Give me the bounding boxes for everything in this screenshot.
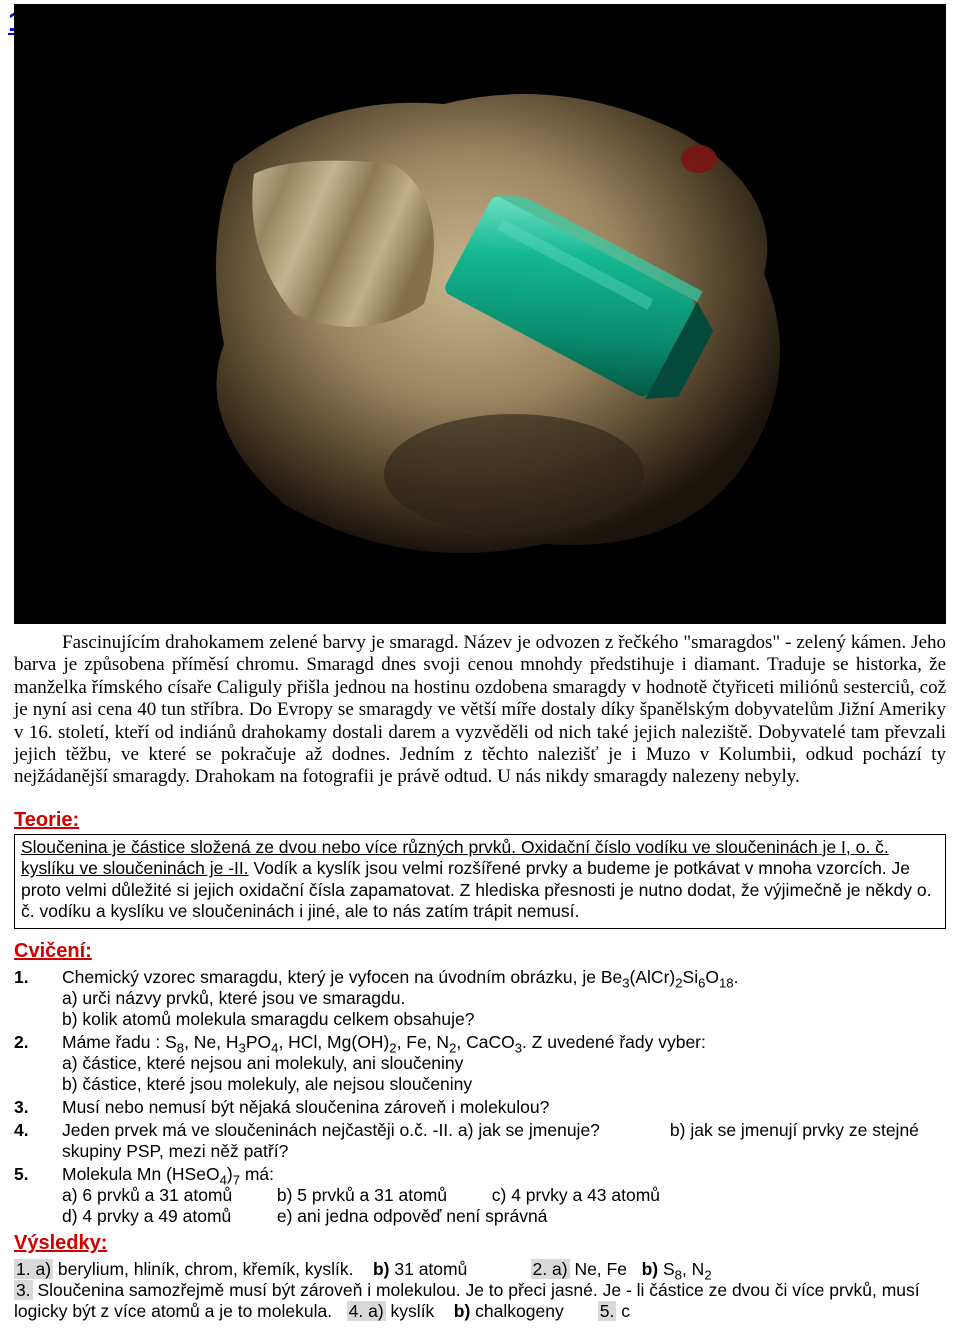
exercise-1: 1. Chemický vzorec smaragdu, který je vy… — [14, 967, 946, 1030]
exercise-4: 4. Jeden prvek má ve sloučeninách nejčas… — [14, 1120, 946, 1162]
exercise-number: 1. — [14, 967, 62, 1030]
exercise-number: 3. — [14, 1097, 62, 1118]
exercise-options-row2: d) 4 prvky a 49 atomů e) ani jedna odpov… — [62, 1206, 946, 1227]
exercise-text: Molekula Mn (HSeO4)7 má: — [62, 1164, 946, 1185]
exercise-2: 2. Máme řadu : S8, Ne, H3PO4, HCl, Mg(OH… — [14, 1032, 946, 1095]
hero-image-placeholder — [14, 4, 946, 624]
results-block: 1. a) berylium, hliník, chrom, křemík, k… — [14, 1259, 946, 1322]
exercises-heading: Cvičení: — [14, 939, 946, 963]
exercise-5: 5. Molekula Mn (HSeO4)7 má: a) 6 prvků a… — [14, 1164, 946, 1227]
result-1-2: 1. a) berylium, hliník, chrom, křemík, k… — [14, 1259, 946, 1280]
theory-heading: Teorie: — [14, 808, 946, 832]
exercise-text: Chemický vzorec smaragdu, který je vyfoc… — [62, 967, 946, 988]
exercise-number: 2. — [14, 1032, 62, 1095]
results-heading: Výsledky: — [14, 1231, 946, 1255]
exercise-subitem: b) částice, které jsou molekuly, ale nej… — [62, 1074, 946, 1095]
exercise-text: Máme řadu : S8, Ne, H3PO4, HCl, Mg(OH)2,… — [62, 1032, 946, 1053]
exercise-subitem: a) urči názvy prvků, které jsou ve smara… — [62, 988, 946, 1009]
exercise-subitem: b) kolik atomů molekula smaragdu celkem … — [62, 1009, 946, 1030]
exercise-3: 3. Musí nebo nemusí být nějaká sloučenin… — [14, 1097, 946, 1118]
exercise-number: 5. — [14, 1164, 62, 1227]
intro-paragraph: Fascinujícím drahokamem zelené barvy je … — [14, 632, 946, 789]
mineral-illustration — [144, 44, 824, 584]
result-3-4-5: 3. Sloučenina samozřejmě musí být zárove… — [14, 1280, 946, 1322]
exercise-text: Jeden prvek má ve sloučeninách nejčastěj… — [62, 1120, 946, 1162]
exercise-subitem: a) částice, které nejsou ani molekuly, a… — [62, 1053, 946, 1074]
exercise-list: 1. Chemický vzorec smaragdu, který je vy… — [14, 967, 946, 1227]
exercise-options-row1: a) 6 prvků a 31 atomů b) 5 prvků a 31 at… — [62, 1185, 946, 1206]
theory-box: Sloučenina je částice složená ze dvou ne… — [14, 834, 946, 929]
exercise-text: Musí nebo nemusí být nějaká sloučenina z… — [62, 1097, 946, 1118]
exercise-number: 4. — [14, 1120, 62, 1162]
